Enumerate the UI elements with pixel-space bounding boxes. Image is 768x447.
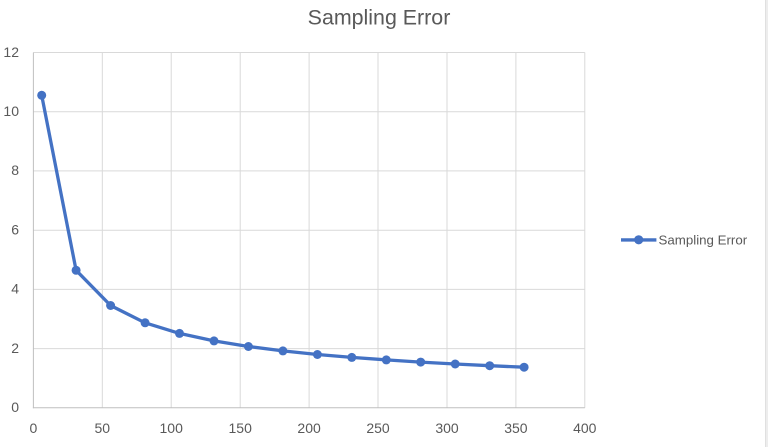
- svg-text:Sampling Error: Sampling Error: [308, 6, 451, 30]
- svg-text:0: 0: [11, 399, 19, 415]
- svg-text:300: 300: [435, 420, 459, 436]
- svg-text:200: 200: [297, 420, 321, 436]
- svg-text:8: 8: [11, 162, 19, 178]
- svg-text:2: 2: [11, 340, 19, 356]
- svg-text:50: 50: [95, 420, 111, 436]
- svg-text:6: 6: [11, 222, 19, 238]
- svg-text:350: 350: [504, 420, 528, 436]
- svg-text:100: 100: [160, 420, 184, 436]
- svg-text:12: 12: [3, 44, 19, 60]
- svg-text:10: 10: [3, 103, 19, 119]
- svg-text:250: 250: [366, 420, 390, 436]
- svg-text:0: 0: [30, 420, 38, 436]
- svg-text:400: 400: [573, 420, 597, 436]
- svg-text:4: 4: [11, 281, 19, 297]
- svg-text:150: 150: [229, 420, 253, 436]
- svg-text:Sampling Error: Sampling Error: [659, 233, 748, 248]
